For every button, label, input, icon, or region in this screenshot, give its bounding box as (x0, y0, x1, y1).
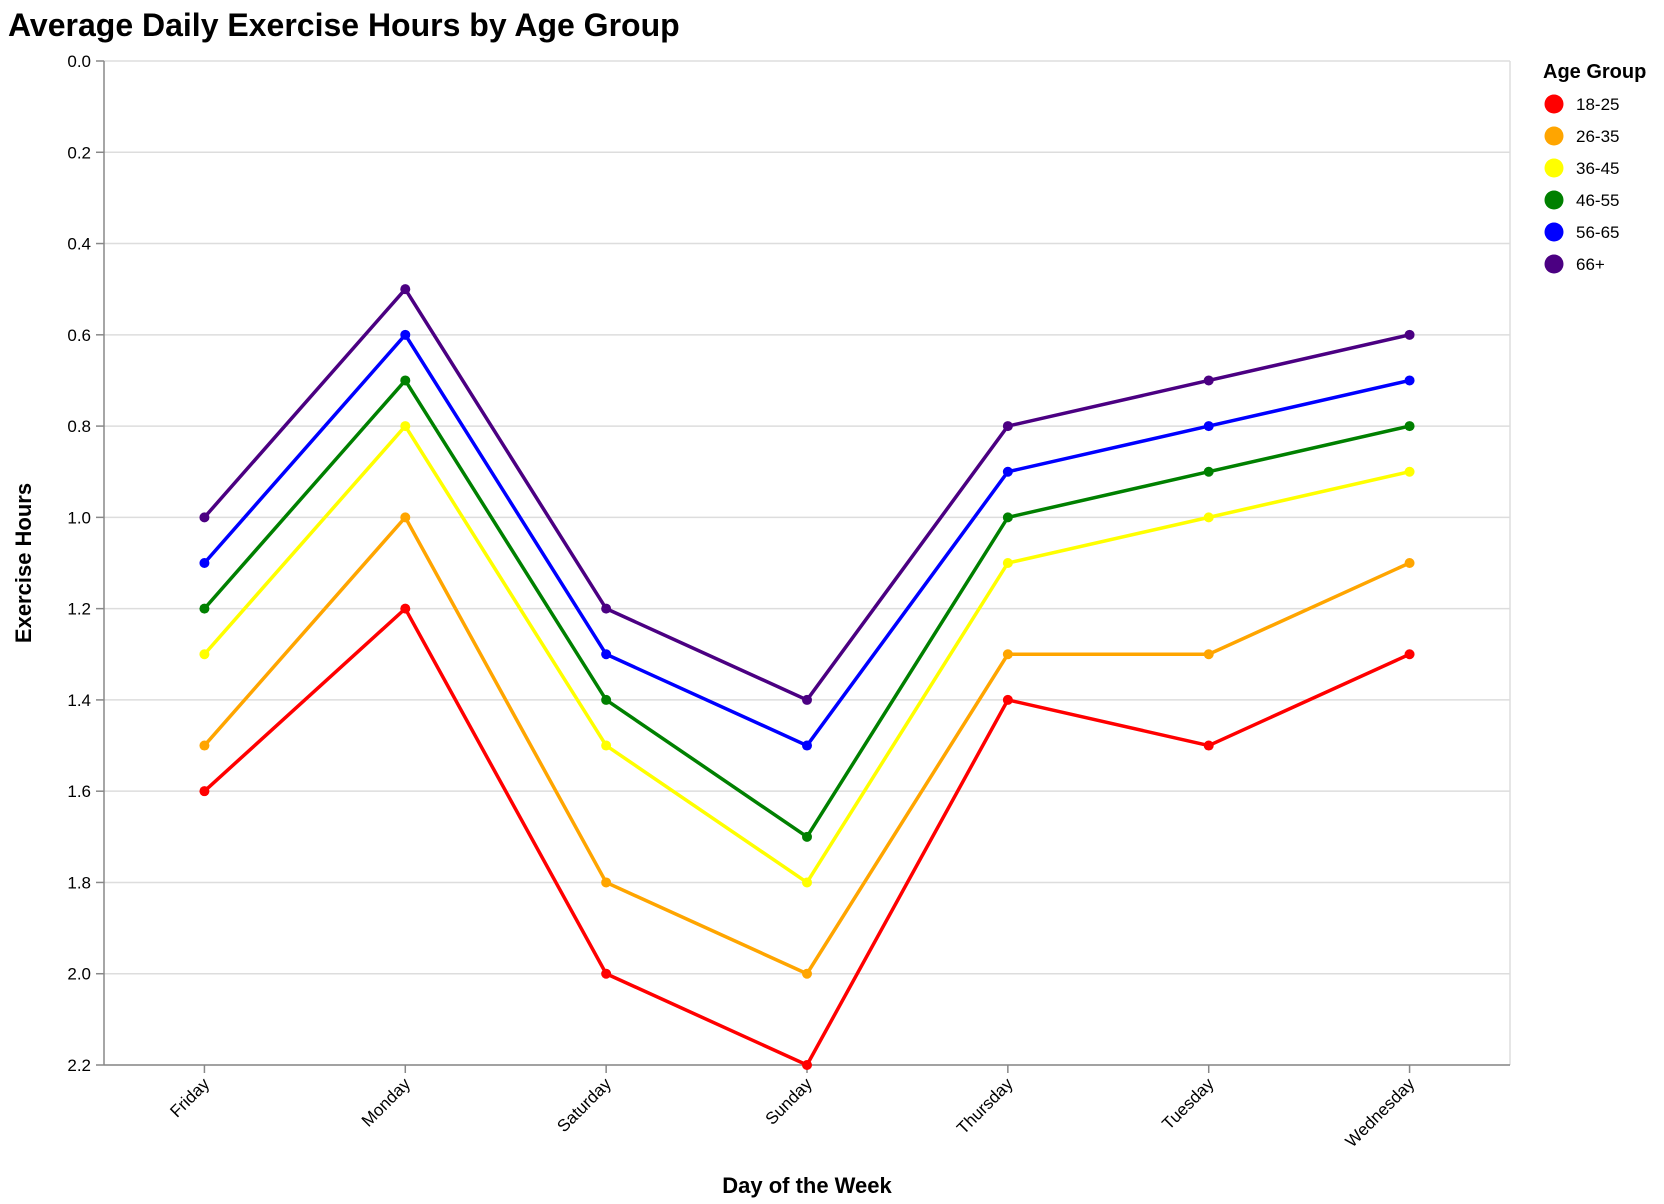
data-point-18-25-Sunday (802, 1060, 812, 1070)
x-tick-label: Friday (166, 1074, 213, 1121)
data-point-56-65-Friday (199, 558, 210, 568)
data-point-66+-Thursday (1002, 421, 1013, 432)
data-point-66+-Monday (400, 284, 411, 295)
legend-swatch-26-35 (1544, 126, 1564, 146)
x-tick-label: Wednesday (1342, 1074, 1419, 1151)
data-point-18-25-Friday (199, 786, 210, 797)
axes: 0.0 0.2 0.4 0.6 0.8 1.0 1.2 1.4 1.6 1.8 2.0 2.2 Frid… (67, 52, 1510, 1151)
data-point-18-25-Saturday (601, 968, 612, 979)
data-point-26-35-Thursday (1002, 649, 1013, 660)
y-tick-label: 1.2 (67, 600, 91, 619)
data-point-56-65-Monday (400, 329, 411, 340)
y-tick-label: 0.2 (67, 143, 91, 162)
data-point-46-55-Sunday (802, 831, 812, 842)
data-point-46-55-Thursday (1002, 512, 1013, 523)
data-point-46-55-Saturday (601, 694, 612, 705)
y-tick-label: 1.6 (67, 782, 91, 801)
x-axis-title: Day of the Week (722, 1173, 892, 1198)
legend-swatch-36-45 (1544, 158, 1564, 178)
series-lines (203, 286, 1411, 1068)
y-tick-label: 2.2 (67, 1056, 91, 1075)
series-line-36-45 (203, 423, 1410, 885)
y-axis-title: Exercise Hours (11, 483, 36, 643)
legend-swatch-56-65 (1544, 222, 1564, 242)
data-point-46-55-Monday (400, 375, 411, 386)
data-point-66+-Sunday (802, 694, 812, 705)
data-point-26-35-Saturday (601, 877, 612, 888)
y-tick-label: 1.0 (67, 508, 91, 527)
data-point-66+-Wednesday (1404, 329, 1415, 340)
data-point-18-25-Tuesday (1203, 740, 1214, 751)
x-tick-label: Sunday (762, 1074, 817, 1129)
data-point-46-55-Tuesday (1203, 466, 1214, 477)
data-point-56-65-Saturday (601, 649, 612, 660)
y-tick-label: 2.0 (67, 965, 91, 984)
data-point-26-35-Monday (400, 512, 411, 523)
y-tick-label: 0.8 (67, 417, 91, 436)
data-point-66+-Saturday (601, 603, 612, 614)
data-point-36-45-Saturday (601, 740, 612, 751)
grid (104, 60, 1511, 1066)
data-point-36-45-Thursday (1002, 558, 1013, 568)
data-point-66+-Friday (199, 512, 210, 523)
y-tick-label: 0.4 (67, 235, 91, 254)
data-point-56-65-Sunday (802, 740, 812, 751)
data-point-56-65-Thursday (1002, 466, 1013, 477)
data-point-26-35-Sunday (802, 968, 812, 979)
legend-label: 46-55 (1576, 191, 1619, 210)
data-point-56-65-Tuesday (1203, 421, 1214, 432)
data-point-36-45-Wednesday (1404, 466, 1415, 477)
legend: Age Group 18-25 26-35 36-45 46-55 56-65 66+ (1543, 61, 1646, 274)
data-point-18-25-Thursday (1002, 694, 1013, 705)
legend-swatch-18-25 (1544, 94, 1564, 114)
y-tick-label: 0.6 (67, 326, 91, 345)
data-point-36-45-Sunday (802, 877, 812, 888)
legend-label: 26-35 (1576, 127, 1619, 146)
data-point-46-55-Friday (199, 603, 210, 614)
legend-label: 56-65 (1576, 223, 1619, 242)
x-tick-label: Thursday (953, 1074, 1017, 1138)
y-tick-label: 0.0 (67, 52, 91, 71)
x-tick-label: Tuesday (1158, 1074, 1217, 1133)
data-point-26-35-Friday (199, 740, 210, 751)
legend-title: Age Group (1543, 61, 1646, 83)
data-point-18-25-Wednesday (1404, 649, 1415, 660)
data-point-26-35-Tuesday (1203, 649, 1214, 660)
legend-swatch-46-55 (1544, 190, 1564, 210)
legend-label: 36-45 (1576, 159, 1619, 178)
data-point-36-45-Friday (199, 649, 210, 660)
data-point-36-45-Tuesday (1203, 512, 1214, 523)
y-tick-label: 1.4 (67, 691, 91, 710)
data-point-66+-Tuesday (1203, 375, 1214, 386)
legend-swatch-66+ (1544, 254, 1564, 274)
x-tick-label: Monday (358, 1074, 415, 1131)
series-points (199, 284, 1415, 1070)
y-tick-label: 1.8 (67, 873, 91, 892)
data-point-36-45-Monday (400, 421, 411, 432)
chart-title: Average Daily Exercise Hours by Age Grou… (8, 7, 680, 43)
data-point-26-35-Wednesday (1404, 558, 1415, 568)
x-tick-label: Saturday (553, 1074, 615, 1136)
data-point-18-25-Monday (400, 603, 411, 614)
series-line-66+ (203, 286, 1410, 703)
data-point-46-55-Wednesday (1404, 421, 1415, 432)
legend-label: 66+ (1576, 255, 1605, 274)
data-point-56-65-Wednesday (1404, 375, 1415, 386)
legend-label: 18-25 (1576, 95, 1619, 114)
